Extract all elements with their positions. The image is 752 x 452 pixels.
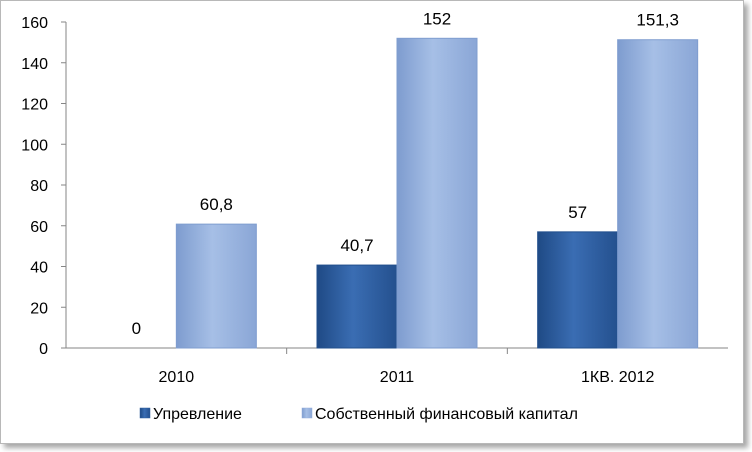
data-label: 40,7 [340, 236, 373, 255]
data-label: 60,8 [200, 195, 233, 214]
y-tick-label: 20 [30, 300, 48, 317]
y-tick-label: 40 [30, 260, 48, 277]
legend-swatch [139, 407, 151, 419]
x-tick-label: 2010 [159, 369, 195, 386]
y-tick-label: 60 [30, 219, 48, 236]
data-label: 0 [132, 319, 141, 338]
y-tick-label: 120 [21, 97, 48, 114]
y-tick-label: 160 [21, 15, 48, 32]
data-label: 57 [568, 203, 587, 222]
bar [316, 264, 398, 349]
bar [537, 231, 619, 349]
legend-label: Собственный финансовый капитал [315, 406, 578, 423]
y-tick-label: 80 [30, 178, 48, 195]
legend: Упревление Собственный финансовый капитал [139, 406, 578, 423]
data-label: 151,3 [636, 11, 679, 30]
legend-swatch [301, 407, 313, 419]
data-label: 152 [423, 9, 451, 28]
bars [175, 37, 699, 349]
bar [396, 37, 478, 349]
data-labels: 0 60,8 40,7 152 57 151,3 [132, 9, 679, 338]
y-tick-label: 140 [21, 56, 48, 73]
x-tick-label: 2011 [380, 369, 415, 386]
legend-label: Упревление [153, 406, 242, 423]
x-tick-label: 1КВ. 2012 [581, 369, 654, 386]
bar [617, 39, 699, 349]
y-tick-label: 0 [39, 341, 48, 358]
bar [175, 223, 257, 349]
y-tick-label: 100 [21, 137, 48, 154]
